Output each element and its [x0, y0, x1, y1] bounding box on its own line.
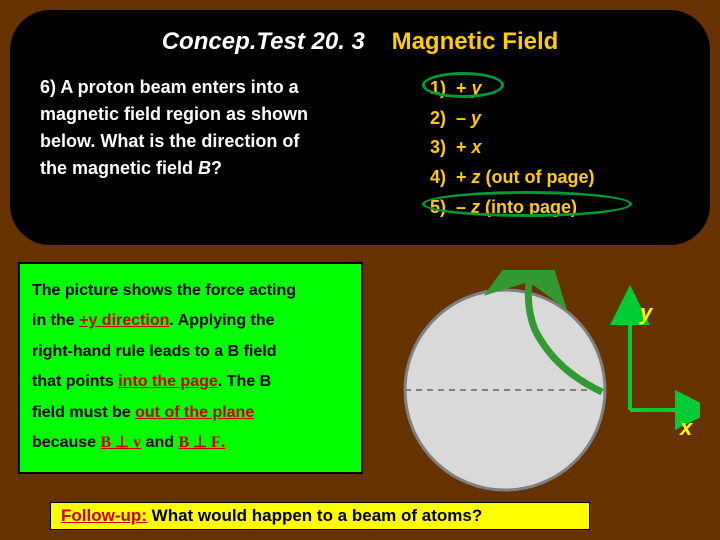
ans-var: x	[472, 137, 482, 157]
q-var: B	[198, 158, 211, 178]
ans-sign: –	[456, 197, 471, 217]
q-line: ?	[211, 158, 222, 178]
explanation-box: The picture shows the force acting in th…	[18, 262, 363, 474]
exp-line: because	[32, 434, 100, 451]
ans-tail: (out of page)	[481, 167, 595, 187]
ans-var: y	[472, 78, 482, 98]
followup-box: Follow-up: What would happen to a beam o…	[50, 502, 590, 530]
exp-line: .	[221, 434, 225, 451]
ans-sign: +	[456, 167, 472, 187]
q-line: below. What is the direction of	[40, 131, 299, 151]
q-line: 6) A proton beam enters into a	[40, 77, 299, 97]
ans-num: 2)	[430, 108, 446, 128]
exp-highlight: out of the plane	[135, 404, 254, 421]
answer-list: 1) + y 2) – y 3) + x 4) + z (out of page…	[430, 74, 595, 222]
answer-1: 1) + y	[430, 74, 595, 104]
exp-line: in the	[32, 312, 79, 329]
question-panel: Concep.Test 20. 3 Magnetic Field 6) A pr…	[10, 10, 710, 245]
exp-line: . The B	[218, 373, 271, 390]
slide-title: Concep.Test 20. 3 Magnetic Field	[40, 28, 680, 56]
exp-line: and	[141, 434, 178, 451]
exp-highlight: +y direction	[79, 312, 169, 329]
ans-sign: –	[456, 108, 471, 128]
field-diagram: y x	[380, 270, 700, 500]
ans-var: z	[472, 167, 481, 187]
exp-highlight: B ⊥ F	[178, 434, 220, 451]
exp-line: . Applying the	[169, 312, 274, 329]
exp-highlight: B ⊥ v	[100, 434, 141, 451]
answer-5: 5) – z (into page)	[430, 193, 595, 223]
y-axis-label: y	[639, 300, 654, 325]
q-line: magnetic field region as shown	[40, 104, 308, 124]
answer-4: 4) + z (out of page)	[430, 163, 595, 193]
followup-rest: What would happen to a beam of atoms?	[147, 506, 482, 525]
ans-num: 4)	[430, 167, 446, 187]
exp-line: that points	[32, 373, 118, 390]
q-line: the magnetic field	[40, 158, 198, 178]
title-left: Concep.Test 20. 3	[162, 28, 365, 55]
ans-var: z	[471, 197, 480, 217]
ans-num: 5)	[430, 197, 446, 217]
ans-tail: (into page)	[480, 197, 577, 217]
ans-sign: +	[456, 78, 472, 98]
qa-row: 6) A proton beam enters into a magnetic …	[40, 74, 680, 222]
exp-line: field must be	[32, 404, 135, 421]
followup-lead: Follow-up:	[61, 506, 147, 525]
ans-num: 1)	[430, 78, 446, 98]
ans-sign: +	[456, 137, 472, 157]
answer-3: 3) + x	[430, 133, 595, 163]
x-axis-label: x	[679, 415, 693, 440]
ans-var: y	[471, 108, 481, 128]
exp-highlight: into the page	[118, 373, 218, 390]
answer-2: 2) – y	[430, 104, 595, 134]
ans-num: 3)	[430, 137, 446, 157]
exp-line: The picture shows the force acting	[32, 282, 296, 299]
title-right: Magnetic Field	[392, 28, 559, 55]
exp-line: right-hand rule leads to a B field	[32, 343, 276, 360]
question-text: 6) A proton beam enters into a magnetic …	[40, 74, 370, 222]
